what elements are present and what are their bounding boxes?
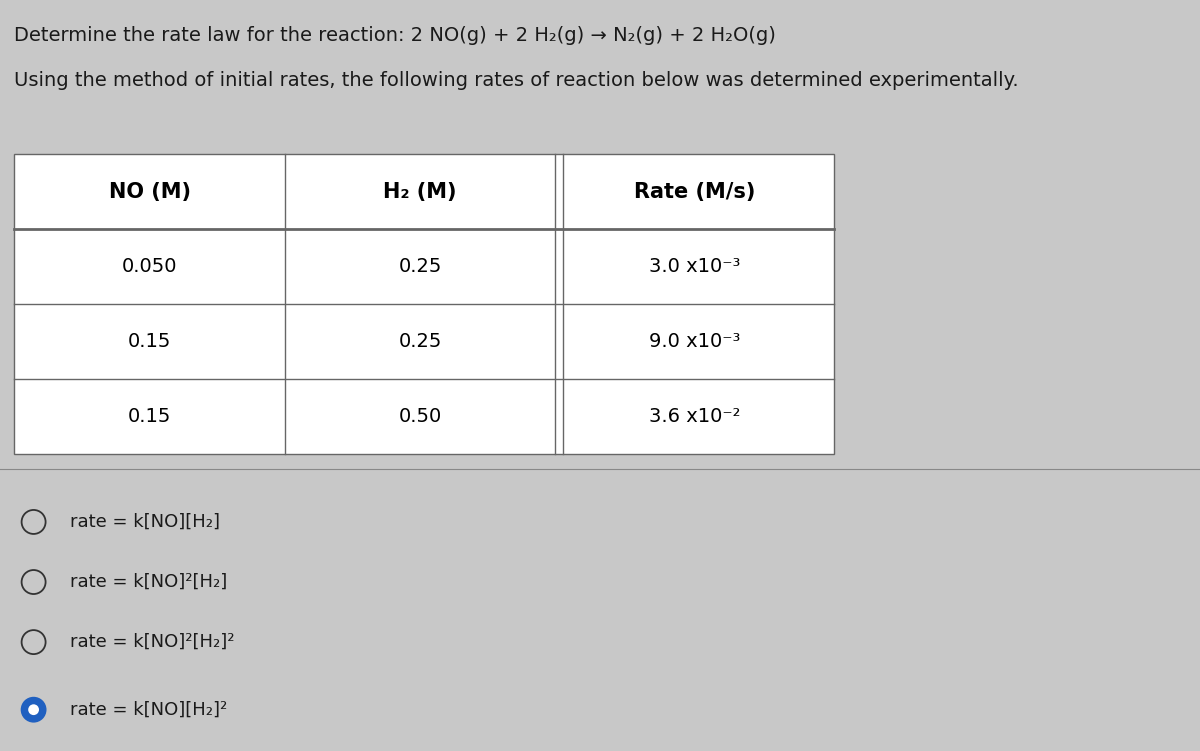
Bar [14, 229, 284, 304]
Text: rate = k[NO]²[H₂]²: rate = k[NO]²[H₂]² [70, 633, 234, 651]
Text: Determine the rate law for the reaction: 2 NO(g) + 2 H₂(g) → N₂(g) + 2 H₂O(g): Determine the rate law for the reaction:… [14, 26, 776, 45]
Ellipse shape [29, 704, 38, 715]
Text: Using the method of initial rates, the following rates of reaction below was det: Using the method of initial rates, the f… [14, 71, 1019, 90]
Text: 9.0 x10⁻³: 9.0 x10⁻³ [649, 332, 740, 351]
Bar [284, 379, 556, 454]
Bar [556, 229, 834, 304]
Bar [556, 154, 834, 229]
Bar [284, 304, 556, 379]
Text: 3.6 x10⁻²: 3.6 x10⁻² [649, 407, 740, 427]
Text: 0.50: 0.50 [398, 407, 442, 427]
Bar [284, 154, 556, 229]
Text: 0.050: 0.050 [122, 257, 178, 276]
Text: rate = k[NO][H₂]²: rate = k[NO][H₂]² [70, 701, 227, 719]
Text: 0.15: 0.15 [128, 407, 172, 427]
Text: NO (M): NO (M) [109, 182, 191, 201]
Text: 0.25: 0.25 [398, 257, 442, 276]
Bar [556, 379, 834, 454]
Bar [14, 154, 834, 454]
Text: 0.15: 0.15 [128, 332, 172, 351]
Text: H₂ (M): H₂ (M) [383, 182, 457, 201]
Bar [14, 379, 284, 454]
Text: 0.25: 0.25 [398, 332, 442, 351]
Bar [14, 154, 284, 229]
Bar [14, 304, 284, 379]
Bar [556, 304, 834, 379]
Ellipse shape [22, 698, 46, 722]
Text: 3.0 x10⁻³: 3.0 x10⁻³ [649, 257, 740, 276]
Text: rate = k[NO]²[H₂]: rate = k[NO]²[H₂] [70, 573, 227, 591]
Text: rate = k[NO][H₂]: rate = k[NO][H₂] [70, 513, 220, 531]
Text: Rate (M/s): Rate (M/s) [634, 182, 755, 201]
Bar [284, 229, 556, 304]
